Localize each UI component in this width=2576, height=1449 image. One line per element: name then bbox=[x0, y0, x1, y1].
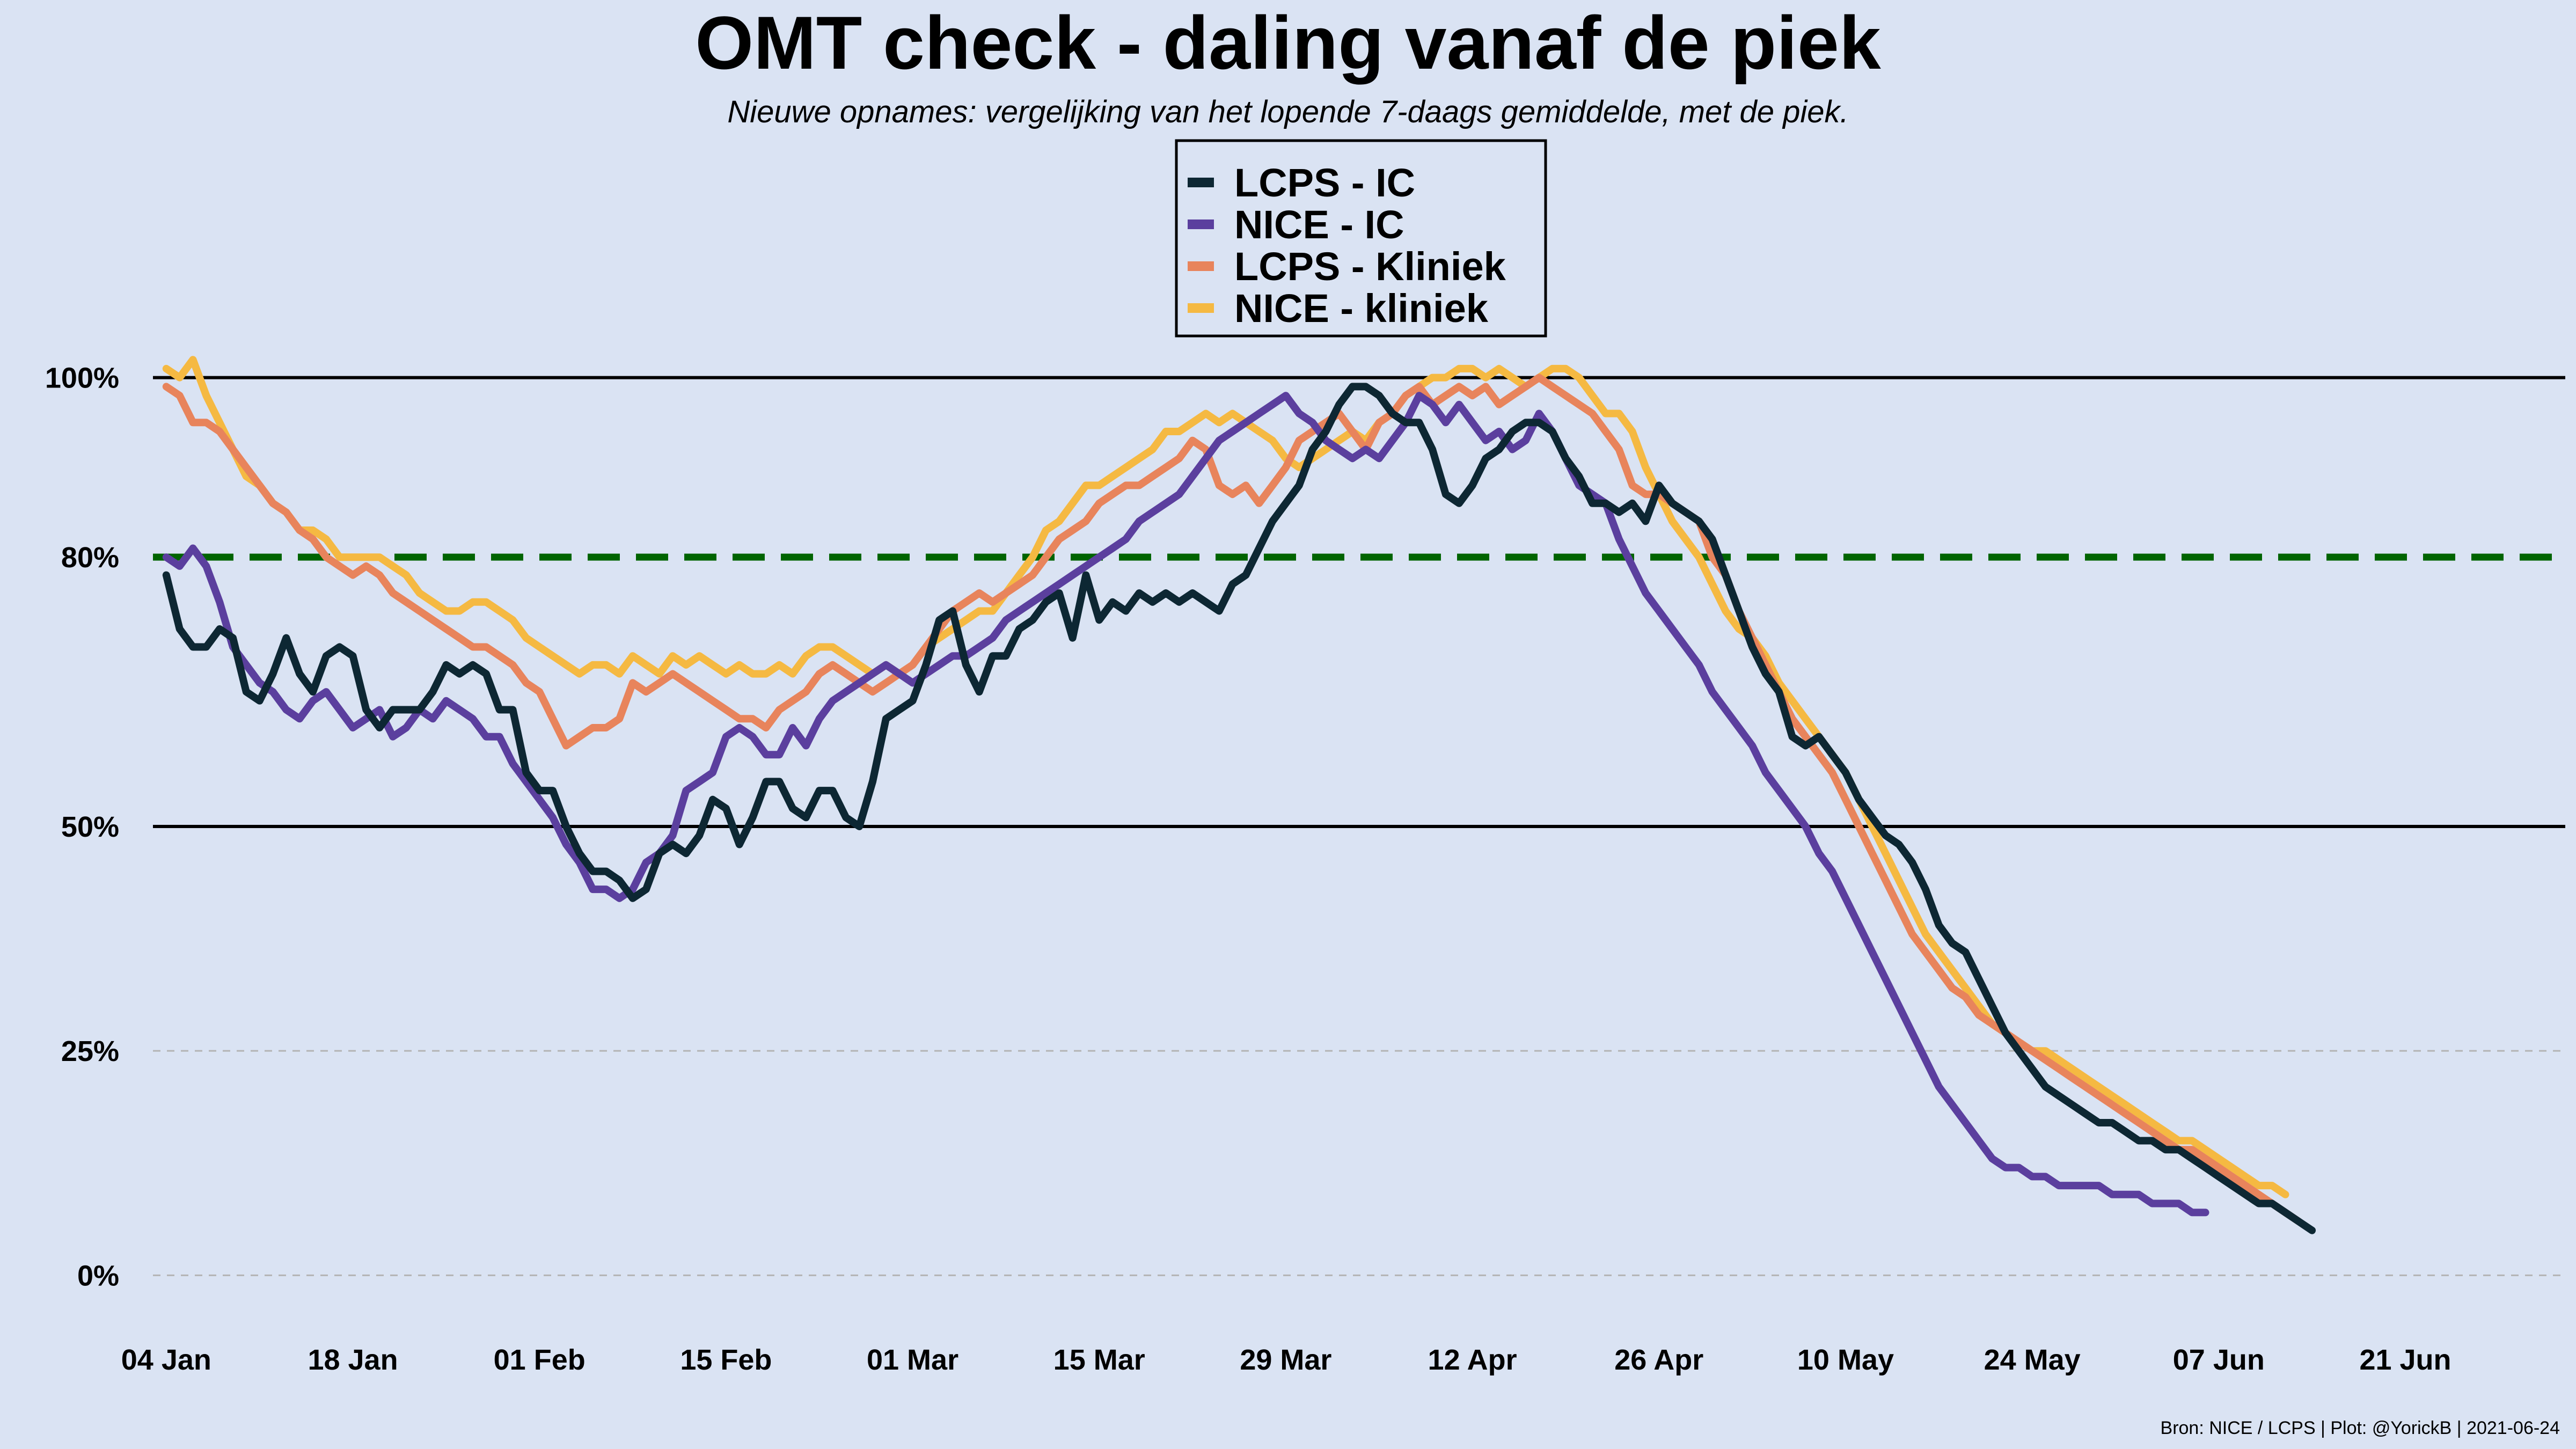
chart-caption: Bron: NICE / LCPS | Plot: @YorickB | 202… bbox=[2161, 1418, 2560, 1438]
series-line-0 bbox=[162, 356, 2289, 1198]
x-tick-label-2: 01 Feb bbox=[494, 1344, 586, 1376]
x-tick-label-12: 21 Jun bbox=[2359, 1344, 2451, 1376]
series-group bbox=[162, 356, 2316, 1234]
y-tick-label-1: 25% bbox=[61, 1035, 119, 1067]
legend-label-3: NICE - kliniek bbox=[1234, 286, 1489, 331]
grid bbox=[153, 376, 2565, 1276]
y-tick-label-3: 80% bbox=[61, 541, 119, 574]
legend-box bbox=[1175, 139, 1547, 338]
y-tick-label-0: 0% bbox=[77, 1260, 119, 1292]
x-tick-label-5: 15 Mar bbox=[1053, 1344, 1145, 1376]
x-tick-label-8: 26 Apr bbox=[1614, 1344, 1703, 1376]
x-tick-label-6: 29 Mar bbox=[1240, 1344, 1331, 1376]
y-tick-label-4: 100% bbox=[45, 362, 119, 394]
x-tick-label-4: 01 Mar bbox=[867, 1344, 958, 1376]
series-line-1 bbox=[162, 374, 2303, 1225]
y-axis: 0% 25% 50% 80% 100% bbox=[45, 362, 119, 1292]
chart-title: OMT check - daling vanaf de piek bbox=[695, 1, 1881, 85]
series-line-3 bbox=[162, 383, 2316, 1234]
x-tick-label-3: 15 Feb bbox=[680, 1344, 772, 1376]
x-tick-label-1: 18 Jan bbox=[308, 1344, 398, 1376]
y-tick-label-2: 50% bbox=[61, 811, 119, 843]
x-tick-label-10: 24 May bbox=[1984, 1344, 2081, 1376]
x-tick-label-11: 07 Jun bbox=[2173, 1344, 2265, 1376]
x-axis: 04 Jan 18 Jan 01 Feb 15 Feb 01 Mar 15 Mar 29 M… bbox=[121, 1344, 2451, 1376]
chart-subtitle: Nieuwe opnames: vergelijking van het lop… bbox=[727, 94, 1848, 129]
x-tick-label-0: 04 Jan bbox=[121, 1344, 211, 1376]
legend-label-2: LCPS - Kliniek bbox=[1234, 244, 1506, 289]
legend-label-1: NICE - IC bbox=[1234, 202, 1404, 247]
legend-label-0: LCPS - IC bbox=[1234, 160, 1415, 205]
series-line-2 bbox=[162, 392, 2209, 1217]
x-tick-label-9: 10 May bbox=[1797, 1344, 1894, 1376]
x-tick-label-7: 12 Apr bbox=[1428, 1344, 1517, 1376]
